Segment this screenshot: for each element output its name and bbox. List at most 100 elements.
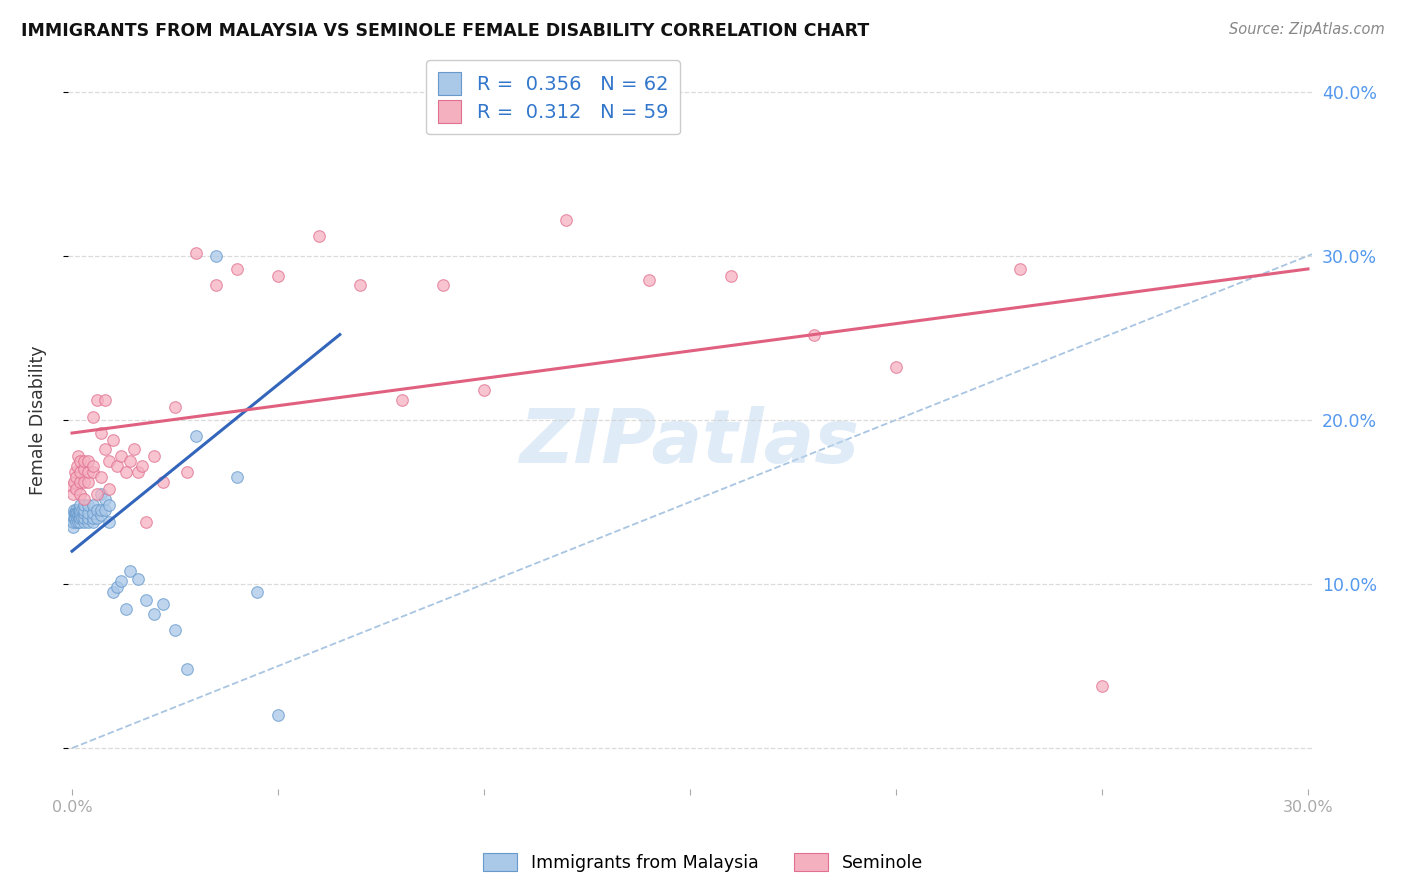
Legend: R =  0.356   N = 62, R =  0.312   N = 59: R = 0.356 N = 62, R = 0.312 N = 59 — [426, 61, 681, 135]
Point — [90, 425, 112, 440]
Point — [472, 384, 495, 398]
Point — [114, 466, 136, 480]
Point — [69, 507, 91, 521]
Point — [94, 491, 117, 506]
Point — [63, 466, 86, 480]
Point — [77, 498, 100, 512]
Point — [66, 458, 89, 473]
Point — [86, 511, 108, 525]
Point — [82, 409, 104, 424]
Point — [73, 454, 96, 468]
Point — [69, 487, 91, 501]
Point — [163, 623, 186, 637]
Point — [82, 458, 104, 473]
Point — [135, 515, 157, 529]
Text: IMMIGRANTS FROM MALAYSIA VS SEMINOLE FEMALE DISABILITY CORRELATION CHART: IMMIGRANTS FROM MALAYSIA VS SEMINOLE FEM… — [21, 22, 869, 40]
Point — [73, 462, 96, 476]
Point — [555, 212, 578, 227]
Point — [65, 503, 87, 517]
Point — [62, 478, 84, 492]
Point — [77, 454, 100, 468]
Point — [90, 508, 112, 522]
Point — [267, 268, 290, 283]
Point — [143, 607, 166, 621]
Point — [77, 515, 100, 529]
Point — [82, 507, 104, 521]
Point — [1091, 679, 1114, 693]
Point — [98, 454, 121, 468]
Point — [65, 470, 87, 484]
Point — [65, 515, 87, 529]
Y-axis label: Female Disability: Female Disability — [30, 345, 46, 495]
Point — [86, 487, 108, 501]
Point — [94, 393, 117, 408]
Point — [267, 708, 290, 723]
Point — [110, 449, 132, 463]
Point — [72, 511, 94, 525]
Point — [62, 519, 84, 533]
Point — [82, 498, 104, 512]
Point — [98, 482, 121, 496]
Point — [69, 466, 91, 480]
Point — [65, 511, 87, 525]
Point — [205, 249, 228, 263]
Point — [77, 511, 100, 525]
Point — [73, 498, 96, 512]
Point — [67, 503, 90, 517]
Point — [135, 593, 157, 607]
Point — [69, 503, 91, 517]
Point — [67, 511, 90, 525]
Point — [73, 511, 96, 525]
Point — [63, 503, 86, 517]
Point — [176, 466, 198, 480]
Point — [98, 515, 121, 529]
Point — [65, 507, 87, 521]
Point — [77, 507, 100, 521]
Point — [63, 475, 86, 490]
Point — [184, 429, 207, 443]
Point — [246, 585, 269, 599]
Point — [63, 507, 86, 521]
Point — [77, 475, 100, 490]
Point — [308, 229, 330, 244]
Point — [803, 327, 825, 342]
Point — [94, 503, 117, 517]
Point — [82, 466, 104, 480]
Point — [86, 503, 108, 517]
Point — [127, 572, 149, 586]
Point — [63, 507, 86, 521]
Point — [152, 597, 174, 611]
Point — [225, 470, 247, 484]
Point — [77, 466, 100, 480]
Point — [225, 261, 247, 276]
Point — [73, 515, 96, 529]
Point — [94, 442, 117, 457]
Point — [73, 503, 96, 517]
Point — [105, 458, 128, 473]
Point — [184, 245, 207, 260]
Point — [69, 498, 91, 512]
Point — [69, 475, 91, 490]
Point — [86, 393, 108, 408]
Point — [66, 511, 89, 525]
Point — [105, 580, 128, 594]
Point — [114, 601, 136, 615]
Point — [205, 278, 228, 293]
Point — [118, 454, 141, 468]
Point — [67, 449, 90, 463]
Legend: Immigrants from Malaysia, Seminole: Immigrants from Malaysia, Seminole — [475, 847, 931, 879]
Point — [73, 491, 96, 506]
Point — [66, 515, 89, 529]
Point — [131, 458, 153, 473]
Point — [82, 515, 104, 529]
Point — [90, 487, 112, 501]
Point — [122, 442, 145, 457]
Point — [637, 273, 659, 287]
Text: Source: ZipAtlas.com: Source: ZipAtlas.com — [1229, 22, 1385, 37]
Point — [127, 466, 149, 480]
Point — [1008, 261, 1031, 276]
Point — [62, 487, 84, 501]
Point — [72, 503, 94, 517]
Point — [66, 507, 89, 521]
Point — [103, 585, 125, 599]
